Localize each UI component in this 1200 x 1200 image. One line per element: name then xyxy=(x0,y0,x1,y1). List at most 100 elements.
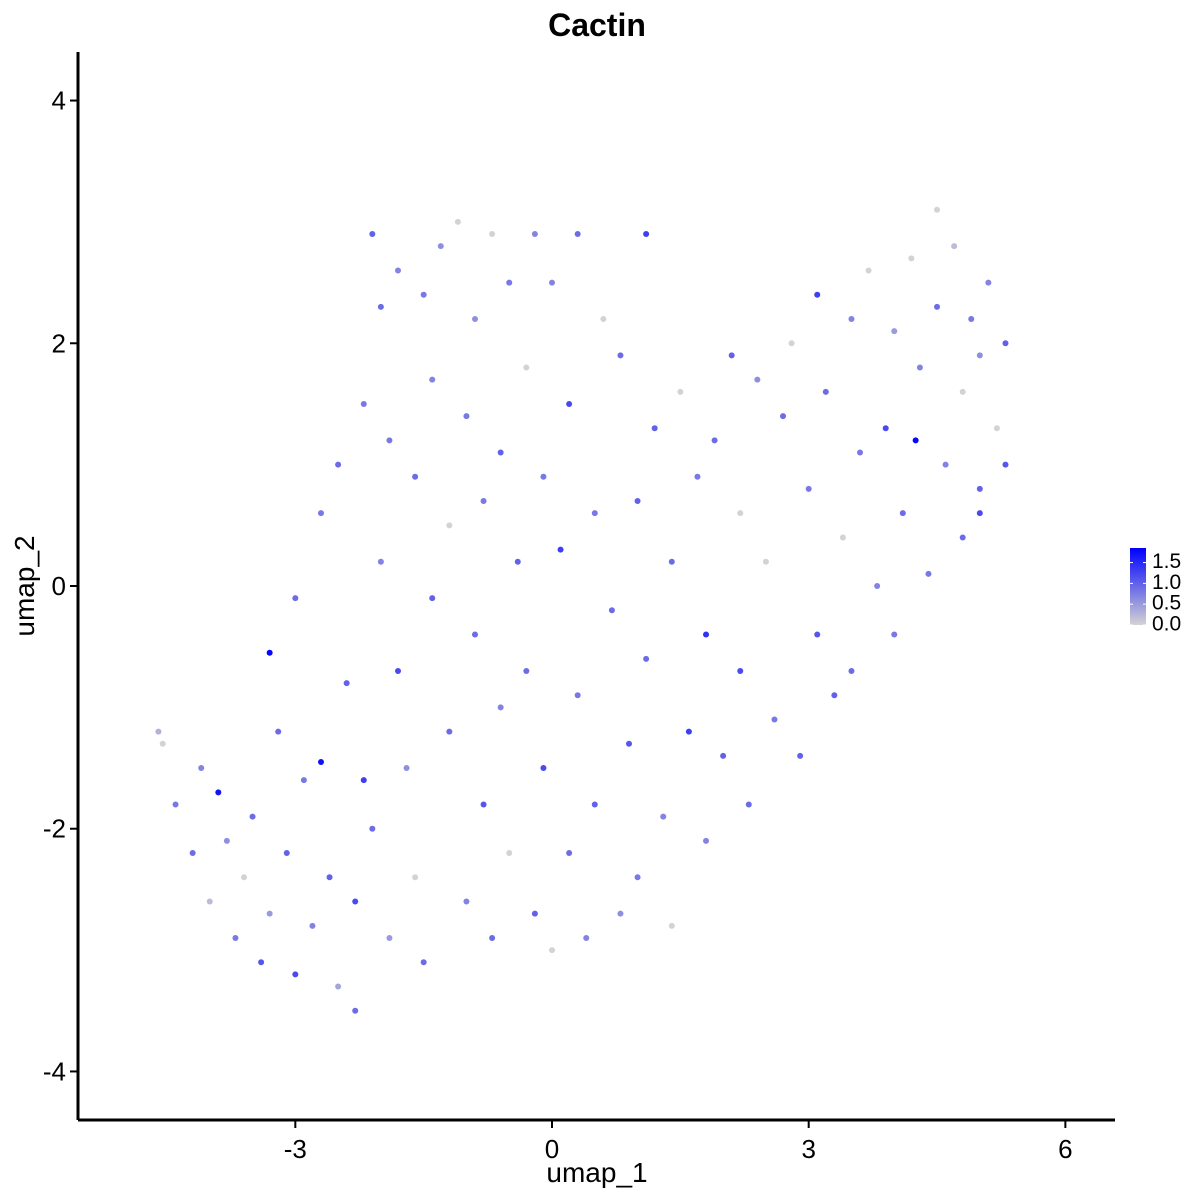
point xyxy=(608,607,615,614)
point xyxy=(394,667,401,674)
point xyxy=(617,352,624,359)
point xyxy=(386,437,393,444)
x-tick-label: 3 xyxy=(801,1134,815,1164)
point xyxy=(574,692,581,699)
point xyxy=(258,959,265,966)
point xyxy=(326,874,333,881)
point xyxy=(489,231,496,238)
point xyxy=(352,1007,359,1014)
point xyxy=(155,728,162,735)
point xyxy=(215,789,222,796)
y-tick-label: 0 xyxy=(52,571,66,601)
point xyxy=(454,218,461,225)
point xyxy=(463,898,470,905)
point xyxy=(788,340,795,347)
point xyxy=(591,801,598,808)
x-tick-label: 0 xyxy=(545,1134,559,1164)
point xyxy=(925,570,932,577)
point xyxy=(993,425,1000,432)
point xyxy=(317,758,324,765)
point xyxy=(369,231,376,238)
point xyxy=(899,510,906,517)
point xyxy=(1002,340,1009,347)
y-tick-label: 4 xyxy=(52,86,66,116)
point xyxy=(634,498,641,505)
point xyxy=(540,765,547,772)
point xyxy=(463,413,470,420)
point xyxy=(523,667,530,674)
x-tick-label: 6 xyxy=(1058,1134,1072,1164)
point xyxy=(677,388,684,395)
point xyxy=(651,425,658,432)
point xyxy=(814,291,821,298)
point xyxy=(1002,461,1009,468)
point xyxy=(745,801,752,808)
point xyxy=(660,813,667,820)
point xyxy=(335,983,342,990)
point xyxy=(437,243,444,250)
point xyxy=(497,449,504,456)
point xyxy=(643,655,650,662)
point xyxy=(343,680,350,687)
point xyxy=(985,279,992,286)
y-tick-label: 2 xyxy=(52,328,66,358)
point xyxy=(959,388,966,395)
point xyxy=(266,649,273,656)
point xyxy=(780,413,787,420)
point xyxy=(754,376,761,383)
point xyxy=(386,934,393,941)
point xyxy=(394,267,401,274)
point xyxy=(369,825,376,832)
point xyxy=(737,510,744,517)
point xyxy=(232,934,239,941)
point xyxy=(976,510,983,517)
point xyxy=(420,959,427,966)
y-tick-label: -4 xyxy=(43,1056,66,1086)
point xyxy=(566,400,573,407)
point xyxy=(934,303,941,310)
y-tick-label: -2 xyxy=(43,814,66,844)
y-axis-title: umap_2 xyxy=(9,535,40,636)
point xyxy=(420,291,427,298)
point xyxy=(882,425,889,432)
point xyxy=(223,837,230,844)
point xyxy=(574,231,581,238)
point xyxy=(711,437,718,444)
point xyxy=(805,485,812,492)
colorbar-label: 1.5 xyxy=(1152,550,1181,573)
point xyxy=(531,231,538,238)
point xyxy=(446,522,453,529)
colorbar-label: 0.5 xyxy=(1152,592,1181,615)
colorbar xyxy=(1130,548,1146,625)
point xyxy=(352,898,359,905)
point xyxy=(934,206,941,213)
point xyxy=(480,801,487,808)
point xyxy=(668,922,675,929)
point xyxy=(737,667,744,674)
colorbar-label: 1.0 xyxy=(1152,571,1181,594)
point xyxy=(848,316,855,322)
point xyxy=(617,910,624,917)
point xyxy=(292,971,299,978)
point xyxy=(797,752,804,759)
point xyxy=(557,546,564,553)
point xyxy=(489,934,496,941)
point xyxy=(412,874,419,881)
point xyxy=(668,558,675,565)
point xyxy=(703,837,710,844)
point xyxy=(891,328,898,335)
point xyxy=(703,631,710,638)
point xyxy=(976,485,983,492)
point xyxy=(549,947,556,954)
point xyxy=(857,449,864,456)
point xyxy=(839,534,846,541)
point xyxy=(429,376,436,383)
point xyxy=(189,850,196,856)
point xyxy=(283,850,290,856)
point xyxy=(912,437,919,444)
point xyxy=(831,692,838,699)
colorbar-label: 0.0 xyxy=(1152,613,1181,636)
point xyxy=(159,740,166,747)
point xyxy=(198,765,205,772)
